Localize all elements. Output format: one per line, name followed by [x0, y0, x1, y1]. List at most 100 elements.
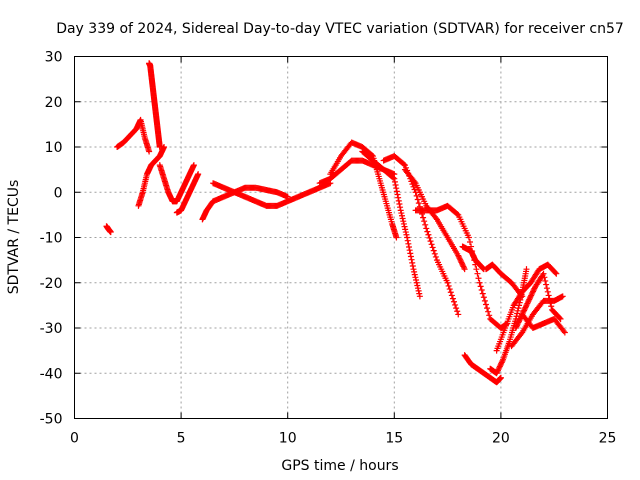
- data-point: [517, 315, 524, 322]
- data-point: [195, 171, 202, 178]
- x-tick-label: 10: [279, 431, 297, 447]
- data-point: [519, 293, 526, 300]
- data-point: [517, 314, 524, 321]
- data-point: [512, 325, 519, 331]
- data-point: [415, 200, 422, 207]
- y-tick-label: 30: [45, 50, 63, 66]
- data-point: [521, 307, 528, 314]
- data-point: [405, 240, 412, 247]
- series-arc-22: [482, 261, 526, 300]
- data-point: [416, 290, 423, 297]
- data-point: [473, 266, 480, 273]
- data-point: [395, 194, 402, 201]
- data-point: [461, 266, 468, 273]
- data-point: [556, 315, 563, 322]
- data-point: [457, 256, 464, 263]
- data-point: [397, 204, 404, 211]
- data-point: [493, 370, 500, 377]
- data-point: [525, 297, 532, 304]
- data-point: [449, 295, 456, 302]
- data-point: [516, 302, 523, 309]
- data-point: [557, 315, 564, 322]
- data-point: [485, 308, 492, 315]
- data-point: [459, 260, 466, 267]
- data-point: [524, 300, 531, 307]
- data-point: [496, 364, 503, 371]
- data-point: [396, 201, 403, 208]
- data-point: [495, 366, 502, 373]
- series-arc-10: [327, 139, 400, 241]
- data-point: [393, 185, 400, 192]
- data-point: [422, 221, 429, 228]
- data-point: [545, 292, 552, 299]
- data-point: [466, 239, 473, 246]
- data-point: [395, 197, 402, 204]
- data-point: [559, 293, 566, 300]
- data-point: [514, 310, 521, 317]
- data-point: [522, 304, 529, 311]
- data-point: [403, 231, 410, 238]
- data-point: [552, 269, 559, 276]
- data-point: [528, 291, 535, 298]
- data-point: [461, 264, 468, 271]
- data-point: [393, 188, 400, 195]
- chart-title: Day 339 of 2024, Sidereal Day-to-day VTE…: [56, 21, 624, 37]
- data-marks: [103, 60, 568, 386]
- data-point: [425, 231, 432, 238]
- series-arc-12: [380, 153, 462, 318]
- data-point: [541, 274, 548, 281]
- data-point: [398, 210, 405, 217]
- data-point: [518, 312, 525, 319]
- data-point: [397, 207, 404, 214]
- data-point: [400, 220, 407, 227]
- data-point: [420, 214, 427, 221]
- data-point: [514, 322, 521, 329]
- data-point: [513, 323, 520, 330]
- series-arc-8: [210, 180, 334, 209]
- data-point: [540, 270, 547, 277]
- data-point: [460, 263, 467, 270]
- data-point: [400, 218, 407, 225]
- data-point: [428, 241, 435, 248]
- data-point: [494, 368, 501, 375]
- axis-ticks: 0 5 10 15 20 25 -50 -40 -30 -20 -10 0 10 20 30: [40, 50, 617, 447]
- data-point: [410, 183, 417, 190]
- data-point: [546, 296, 553, 303]
- data-point: [514, 320, 521, 327]
- data-point: [413, 279, 420, 286]
- x-tick-label: 20: [492, 431, 510, 447]
- data-point: [561, 329, 568, 336]
- data-point: [497, 362, 504, 369]
- data-point: [161, 144, 168, 150]
- data-point: [398, 212, 405, 219]
- data-point: [452, 301, 459, 308]
- data-point: [401, 223, 408, 230]
- data-point: [526, 295, 533, 302]
- data-point: [513, 313, 520, 320]
- data-point: [480, 294, 487, 301]
- data-point: [411, 268, 418, 275]
- data-point: [432, 253, 439, 260]
- data-point: [520, 308, 527, 315]
- data-point: [447, 289, 454, 296]
- data-point: [146, 148, 153, 155]
- series-arc-1: [103, 223, 114, 236]
- series-arc-20: [519, 311, 568, 336]
- data-point: [484, 305, 491, 312]
- series-arc-11: [359, 148, 423, 300]
- data-point: [486, 312, 493, 319]
- data-point: [432, 215, 439, 222]
- data-point: [496, 363, 503, 370]
- series-arc-5: [156, 162, 197, 205]
- series-arc-3: [146, 60, 163, 150]
- data-point: [494, 367, 501, 374]
- data-point: [444, 279, 451, 286]
- data-point: [482, 301, 489, 308]
- series-arc-7: [199, 184, 291, 223]
- data-point: [553, 270, 560, 277]
- data-point: [478, 286, 485, 293]
- data-point: [416, 293, 423, 300]
- plot-frame: [74, 56, 608, 419]
- series-arc-2: [114, 116, 153, 155]
- data-point: [430, 247, 437, 254]
